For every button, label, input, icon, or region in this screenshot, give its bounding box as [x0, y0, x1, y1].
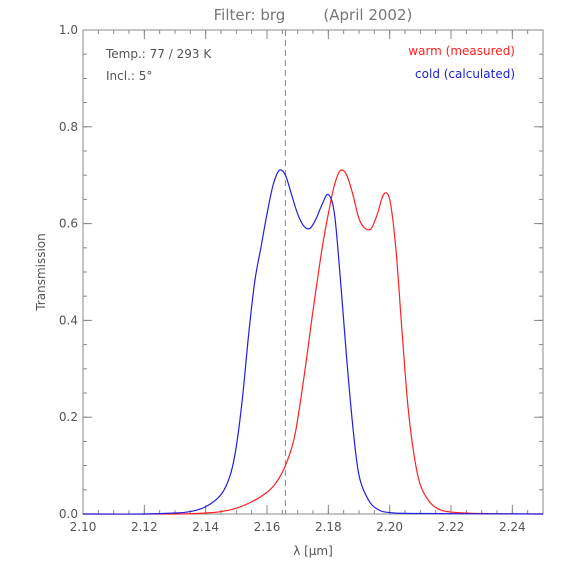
plot-frame — [82, 29, 544, 515]
inclination-annotation: Incl.: 5° — [106, 69, 152, 83]
y-tick-label: 0.6 — [59, 217, 78, 231]
y-tick-label: 1.0 — [59, 23, 78, 37]
y-tick-label: 0.8 — [59, 120, 78, 134]
temperature-annotation: Temp.: 77 / 293 K — [105, 47, 212, 61]
x-tick-label: 2.22 — [438, 520, 465, 534]
x-tick-label: 2.12 — [131, 520, 158, 534]
x-axis-label: λ [μm] — [293, 544, 333, 558]
axis-ticks: 2.10 2.12 2.14 2.16 2.18 2.20 2.22 2.24 0.0 0.2 0.… — [59, 23, 544, 534]
legend-warm-measured: warm (measured) — [408, 44, 515, 58]
y-tick-label: 0.0 — [59, 507, 78, 521]
y-tick-label: 0.2 — [59, 410, 78, 424]
x-tick-label: 2.14 — [192, 520, 219, 534]
series-line-cold-calculated — [82, 169, 544, 515]
y-tick-label: 0.4 — [59, 313, 78, 327]
legend-cold-calculated: cold (calculated) — [415, 67, 515, 81]
y-axis-label: Transmission — [34, 233, 48, 312]
series-line-warm-measured — [82, 169, 544, 515]
series-layer — [82, 169, 544, 515]
plot-area — [82, 29, 544, 515]
x-tick-label: 2.24 — [499, 520, 526, 534]
chart-title: Filter: brg (April 2002) — [214, 6, 413, 24]
x-tick-label: 2.16 — [254, 520, 281, 534]
x-tick-label: 2.18 — [315, 520, 342, 534]
x-tick-label: 2.10 — [70, 520, 97, 534]
x-tick-label: 2.20 — [376, 520, 403, 534]
